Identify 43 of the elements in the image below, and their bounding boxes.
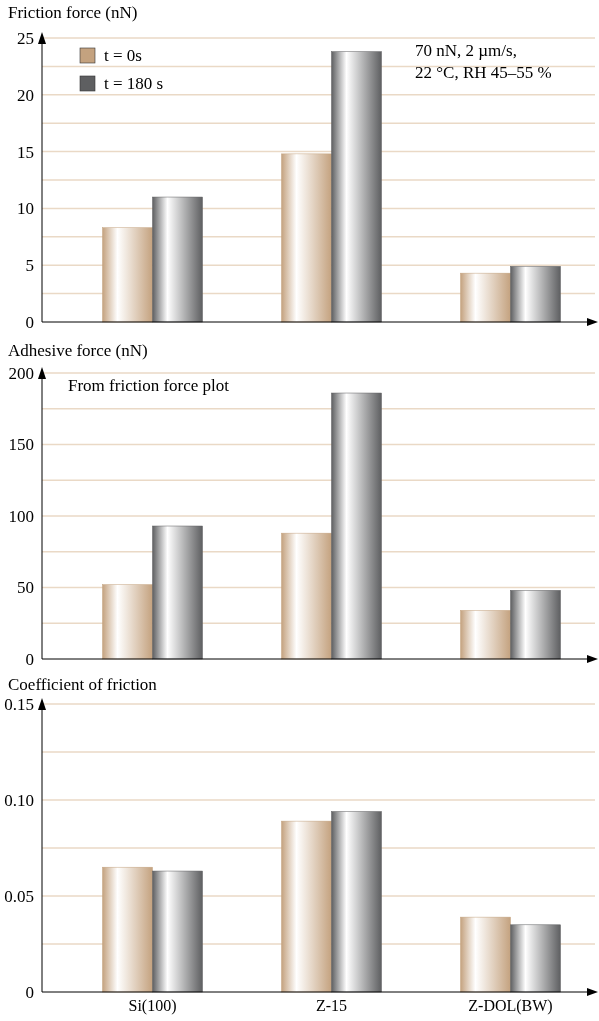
y-axis-title: Friction force (nN) (8, 3, 138, 22)
bar (281, 532, 332, 660)
bar (331, 51, 382, 323)
x-tick-label: Si(100) (128, 997, 177, 1015)
y-tick-label: 0 (25, 649, 34, 669)
bar (281, 820, 332, 993)
bar (510, 924, 561, 993)
bar (331, 811, 382, 993)
x-tick-label: Z-DOL(BW) (468, 997, 553, 1015)
y-tick-label: 15 (17, 142, 34, 162)
bar (281, 153, 332, 323)
y-tick-label: 0.10 (4, 790, 34, 810)
legend-label: t = 180 s (104, 74, 164, 93)
annotation: From friction force plot (68, 376, 230, 395)
y-tick-label: 200 (8, 363, 34, 383)
y-tick-label: 0.05 (4, 886, 34, 906)
y-tick-label: 50 (17, 578, 34, 598)
y-tick-label: 25 (17, 28, 34, 48)
bar (510, 590, 561, 660)
y-tick-label: 20 (17, 85, 34, 105)
y-tick-label: 0 (25, 312, 34, 332)
y-axis-title: Adhesive force (nN) (8, 341, 148, 360)
x-tick-label: Z-15 (315, 997, 348, 1014)
bar (460, 610, 511, 660)
y-tick-label: 0.15 (4, 694, 34, 714)
y-tick-label: 5 (25, 256, 34, 276)
y-axis-title: Coefficient of friction (8, 675, 158, 694)
bar (510, 266, 561, 323)
bar (460, 916, 511, 993)
bar (152, 870, 203, 993)
legend-label: t = 0s (104, 46, 142, 65)
bar (331, 392, 382, 660)
bar (152, 525, 203, 660)
bar (460, 272, 511, 323)
bar (152, 196, 203, 323)
annotation: 70 nN, 2 µm/s, 22 °C, RH 45–55 % (415, 41, 552, 82)
y-tick-label: 10 (17, 199, 34, 219)
y-tick-label: 100 (8, 506, 34, 526)
bar (102, 227, 153, 323)
y-tick-label: 0 (25, 982, 34, 1002)
bar (102, 584, 153, 660)
bar (102, 866, 153, 993)
y-tick-label: 150 (8, 435, 34, 455)
